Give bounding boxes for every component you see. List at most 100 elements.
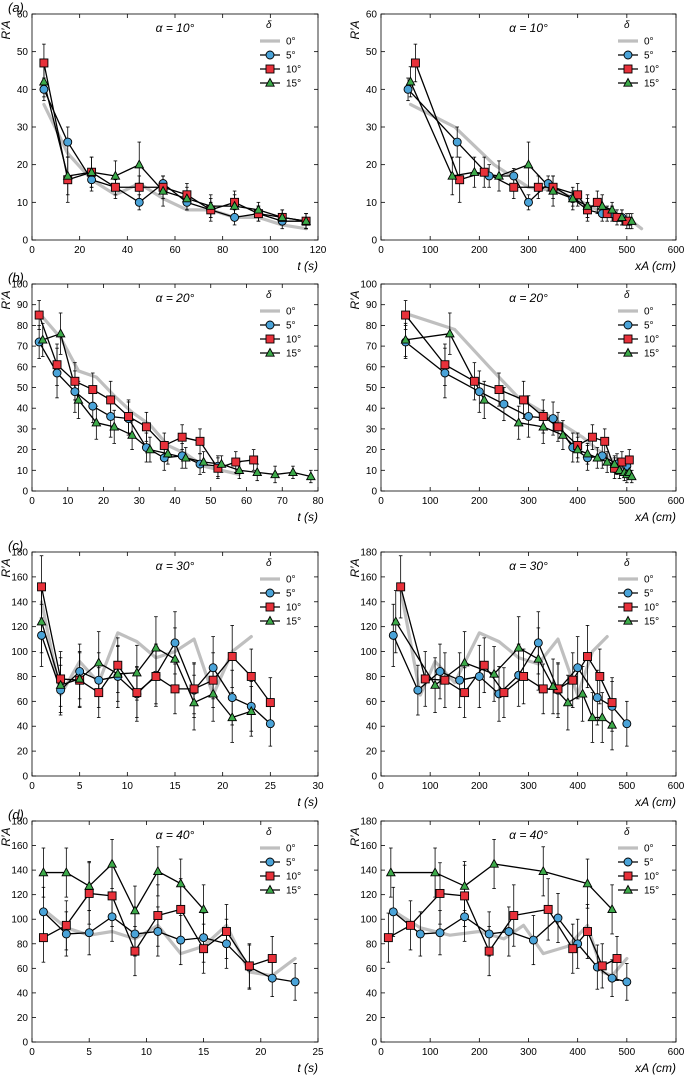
y-tick-label: 60 (17, 697, 29, 708)
y-tick-label: 40 (17, 722, 29, 733)
y-tick-label: 50 (366, 383, 378, 394)
data-point-10deg (600, 436, 610, 446)
data-point-10deg (267, 954, 277, 963)
x-tick-label: 100 (262, 245, 279, 256)
data-point-5deg (70, 387, 80, 397)
data-point-10deg (176, 904, 186, 914)
data-point-10deg (170, 684, 180, 694)
y-tick-label: 30 (17, 424, 29, 435)
y-tick-label: 60 (17, 362, 29, 373)
y-axis-label: R′A (348, 559, 362, 578)
x-tick-label: 0 (29, 781, 35, 792)
y-tick-label: 80 (366, 672, 378, 683)
y-tick-label: 70 (17, 342, 29, 353)
data-point-15deg (607, 719, 618, 729)
data-point-15deg (234, 464, 245, 474)
alpha-label: α = 30° (156, 559, 195, 573)
x-tick-label: 0 (29, 496, 35, 507)
data-point-10deg (460, 891, 470, 901)
data-point-5deg (440, 368, 450, 378)
data-point-5deg (499, 399, 509, 409)
x-tick-label: 100 (422, 245, 439, 256)
data-point-10deg (132, 688, 142, 698)
data-point-15deg (253, 204, 264, 214)
data-point-10deg (134, 182, 144, 192)
panel-label: (a) (8, 0, 24, 15)
data-point-5deg (504, 927, 514, 936)
data-point-10deg (538, 684, 548, 694)
x-axis-label: xA (cm) (634, 795, 676, 809)
y-tick-label: 160 (360, 572, 377, 583)
data-point-5deg (460, 912, 470, 922)
data-point-10deg (538, 412, 548, 421)
data-point-15deg (189, 697, 200, 707)
y-tick-label: 40 (366, 404, 378, 415)
data-point-15deg (494, 170, 504, 180)
data-point-15deg (513, 417, 524, 427)
legend-entry: 5° (286, 589, 296, 600)
y-tick-label: 80 (17, 939, 29, 950)
data-point-10deg (107, 891, 117, 901)
y-tick-label: 10 (366, 198, 378, 209)
y-tick-label: 50 (17, 47, 29, 58)
data-point-5deg (524, 197, 533, 207)
data-point-10deg (213, 463, 223, 473)
data-point-15deg (447, 170, 458, 180)
legend-marker-15deg (623, 615, 633, 625)
y-tick-label: 140 (11, 866, 28, 877)
y-tick-label: 40 (366, 85, 378, 96)
data-point-10deg (151, 671, 161, 681)
data-point-15deg (62, 170, 73, 180)
legend-title: δ (624, 290, 630, 301)
data-point-5deg (39, 84, 49, 94)
data-point-15deg (181, 193, 192, 203)
data-point-15deg (246, 705, 257, 715)
data-point-15deg (252, 466, 263, 477)
y-tick-label: 0 (22, 1038, 28, 1049)
y-tick-label: 120 (11, 622, 28, 633)
legend-marker-5deg (265, 588, 275, 598)
legend-entry: 15° (644, 349, 659, 360)
data-point-15deg (390, 616, 401, 626)
x-tick-label: 200 (471, 245, 488, 256)
x-tick-label: 300 (520, 245, 537, 256)
data-point-10deg (37, 582, 46, 592)
y-tick-label: 0 (371, 772, 377, 783)
data-point-10deg (583, 927, 592, 936)
data-point-10deg (110, 182, 120, 192)
data-point-15deg (127, 429, 138, 439)
data-point-5deg (208, 663, 218, 673)
data-point-5deg (84, 928, 94, 938)
x-axis-label: t (s) (297, 259, 318, 273)
data-point-15deg (597, 712, 608, 722)
y-tick-label: 80 (366, 321, 378, 332)
y-tick-label: 70 (366, 342, 378, 353)
data-point-15deg (86, 166, 97, 176)
data-point-15deg (616, 211, 627, 222)
data-point-10deg (479, 660, 489, 670)
data-point-15deg (216, 458, 227, 468)
data-point-10deg (607, 698, 617, 708)
series-line-delta-0 (408, 313, 634, 477)
panel-label: (c) (8, 538, 23, 553)
data-point-15deg (288, 466, 298, 477)
y-tick-label: 20 (366, 1013, 378, 1024)
y-tick-label: 0 (22, 772, 28, 783)
x-tick-label: 0 (378, 496, 384, 507)
data-point-10deg (440, 360, 450, 370)
data-point-5deg (230, 212, 240, 222)
y-tick-label: 100 (11, 280, 28, 291)
plot-frame (31, 13, 319, 241)
chart-panel-5: 0 20 40 60 80 100 120 140 160 180 0 5 10 15 20 25 30 R′A t… (0, 538, 324, 809)
data-point-5deg (37, 630, 46, 640)
legend-entry: 15° (644, 79, 659, 90)
x-tick-label: 25 (265, 781, 277, 792)
x-tick-label: 300 (520, 1047, 537, 1058)
legend-entry: 15° (286, 79, 301, 90)
x-tick-label: 5 (86, 1047, 92, 1058)
legend-marker-5deg (265, 320, 275, 330)
y-tick-label: 100 (11, 647, 28, 658)
y-tick-label: 30 (366, 123, 378, 134)
y-tick-label: 0 (371, 1038, 377, 1049)
